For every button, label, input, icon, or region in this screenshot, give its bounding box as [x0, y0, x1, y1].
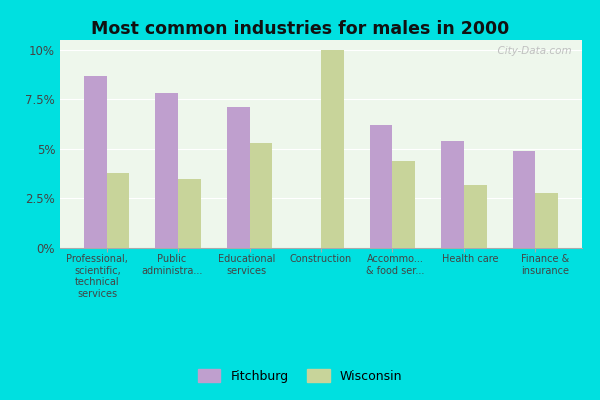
- Bar: [84, 76, 107, 248]
- Text: Accommo...
& food ser...: Accommo... & food ser...: [367, 254, 425, 276]
- Bar: [535, 192, 558, 248]
- Text: Most common industries for males in 2000: Most common industries for males in 2000: [91, 20, 509, 38]
- Text: Finance &
insurance: Finance & insurance: [521, 254, 569, 276]
- Text: Construction: Construction: [290, 254, 352, 264]
- Legend: Fitchburg, Wisconsin: Fitchburg, Wisconsin: [193, 364, 407, 388]
- Bar: [250, 143, 272, 248]
- Text: Health care: Health care: [442, 254, 499, 264]
- Bar: [370, 125, 392, 248]
- Bar: [321, 50, 344, 248]
- Text: Public
administra...: Public administra...: [141, 254, 203, 276]
- Bar: [178, 179, 201, 248]
- Bar: [464, 185, 487, 248]
- Bar: [512, 151, 535, 248]
- Bar: [155, 94, 178, 248]
- Bar: [227, 107, 250, 248]
- Bar: [107, 173, 130, 248]
- Text: City-Data.com: City-Data.com: [491, 46, 572, 56]
- Bar: [441, 141, 464, 248]
- Text: Educational
services: Educational services: [218, 254, 275, 276]
- Text: Professional,
scientific,
technical
services: Professional, scientific, technical serv…: [67, 254, 128, 299]
- Bar: [392, 161, 415, 248]
